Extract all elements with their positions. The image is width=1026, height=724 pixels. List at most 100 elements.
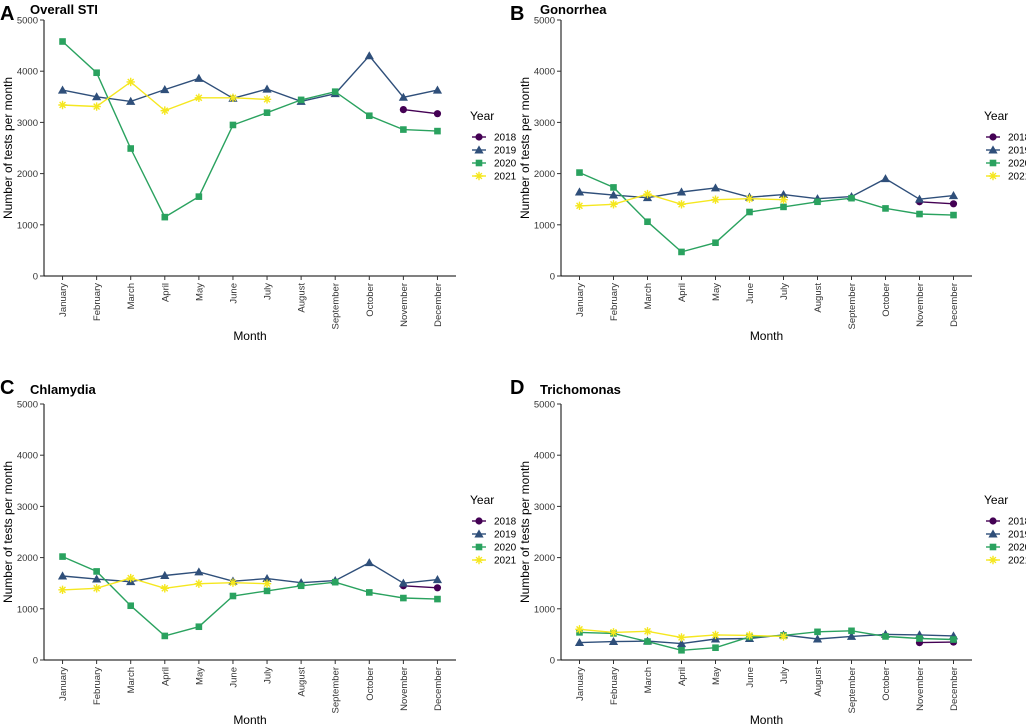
- data-point: [779, 195, 788, 204]
- x-tick-label: August: [813, 667, 824, 697]
- x-tick-label: May: [194, 667, 205, 685]
- legend-label: 2020: [1008, 543, 1026, 554]
- legend-key-marker: [475, 159, 483, 167]
- data-point: [880, 174, 891, 183]
- x-axis-title: Month: [750, 329, 783, 343]
- x-tick-label: February: [92, 283, 103, 321]
- series-line: [62, 561, 438, 584]
- x-tick-label: December: [949, 283, 960, 327]
- x-tick-label: August: [297, 667, 308, 697]
- data-point: [848, 194, 855, 202]
- data-point: [93, 69, 100, 77]
- series-2021: [575, 625, 788, 642]
- x-tick-label: January: [575, 283, 586, 317]
- panel-d: D Trichomonas 0 1000 2000 3000 4000 5000 January…: [510, 377, 1026, 724]
- legend-key-marker: [474, 529, 484, 538]
- data-point: [195, 623, 203, 631]
- data-point: [160, 85, 170, 94]
- x-tick-label: May: [711, 283, 722, 301]
- y-tick-label: 5000: [17, 16, 38, 27]
- data-point: [609, 200, 618, 209]
- data-point: [432, 575, 443, 584]
- data-point: [92, 102, 101, 111]
- data-point: [711, 195, 720, 204]
- series-2020: [576, 169, 957, 256]
- data-point: [644, 638, 651, 645]
- y-tick-label: 5000: [534, 16, 555, 27]
- series-2018: [399, 106, 442, 118]
- y-tick-label: 4000: [534, 67, 555, 78]
- data-point: [711, 630, 720, 640]
- data-point: [780, 203, 787, 211]
- x-tick-label: June: [228, 667, 239, 688]
- data-point: [814, 628, 821, 636]
- data-point: [161, 213, 169, 221]
- x-tick-label: August: [813, 283, 824, 313]
- data-point: [92, 574, 102, 583]
- x-tick-label: April: [677, 283, 688, 302]
- y-tick-label: 0: [33, 656, 38, 667]
- data-point: [882, 205, 889, 212]
- data-point: [433, 584, 442, 592]
- x-tick-label: December: [949, 667, 960, 711]
- y-tick-label: 2000: [17, 553, 38, 564]
- legend-key-marker: [989, 543, 997, 551]
- data-point: [609, 628, 618, 637]
- series-line: [919, 201, 954, 205]
- series-2019: [57, 558, 443, 587]
- data-point: [643, 627, 652, 636]
- series-line: [579, 630, 954, 652]
- data-point: [575, 201, 584, 211]
- series-line: [579, 171, 954, 253]
- data-point: [812, 634, 823, 643]
- data-point: [434, 127, 441, 135]
- data-point: [432, 85, 443, 94]
- data-point: [678, 248, 685, 256]
- data-point: [574, 637, 585, 647]
- data-point: [263, 587, 271, 595]
- legend-label: 2018: [1008, 133, 1026, 144]
- x-tick-label: February: [92, 667, 103, 705]
- x-tick-label: October: [881, 283, 892, 317]
- data-point: [712, 239, 719, 247]
- legend-title: Year: [984, 109, 1008, 123]
- x-tick-label: January: [575, 667, 586, 701]
- data-point: [365, 589, 373, 596]
- data-point: [399, 106, 407, 114]
- legend-key-marker: [988, 529, 998, 538]
- legend-label: 2021: [494, 172, 517, 183]
- x-tick-label: April: [677, 667, 688, 686]
- data-point: [846, 631, 857, 640]
- data-point: [194, 567, 204, 576]
- data-point: [575, 625, 584, 634]
- legend-title: Year: [984, 493, 1008, 507]
- data-point: [127, 602, 135, 610]
- y-axis-title: Number of tests per month: [1, 77, 15, 219]
- x-tick-label: November: [915, 283, 926, 327]
- data-point: [778, 189, 789, 199]
- x-tick-label: March: [643, 283, 654, 309]
- y-tick-label: 5000: [17, 400, 38, 411]
- data-point: [364, 51, 374, 60]
- data-point: [948, 191, 959, 200]
- data-point: [228, 578, 238, 587]
- y-tick-label: 2000: [534, 553, 555, 564]
- legend-label: 2018: [1008, 517, 1026, 528]
- x-tick-label: June: [745, 283, 756, 304]
- data-point: [364, 558, 374, 567]
- x-tick-label: July: [263, 283, 274, 300]
- series-line: [62, 54, 438, 103]
- legend-key-marker: [475, 517, 483, 525]
- y-tick-label: 4000: [17, 67, 38, 78]
- panel-a: A Overall STI 0 1000 2000 3000 4000 5000 January…: [0, 2, 517, 343]
- data-point: [160, 106, 169, 115]
- x-axis-title: Month: [233, 713, 266, 724]
- data-point: [814, 198, 821, 206]
- x-tick-label: March: [126, 283, 137, 309]
- data-point: [608, 636, 619, 646]
- y-tick-label: 1000: [534, 220, 555, 231]
- data-point: [57, 85, 68, 94]
